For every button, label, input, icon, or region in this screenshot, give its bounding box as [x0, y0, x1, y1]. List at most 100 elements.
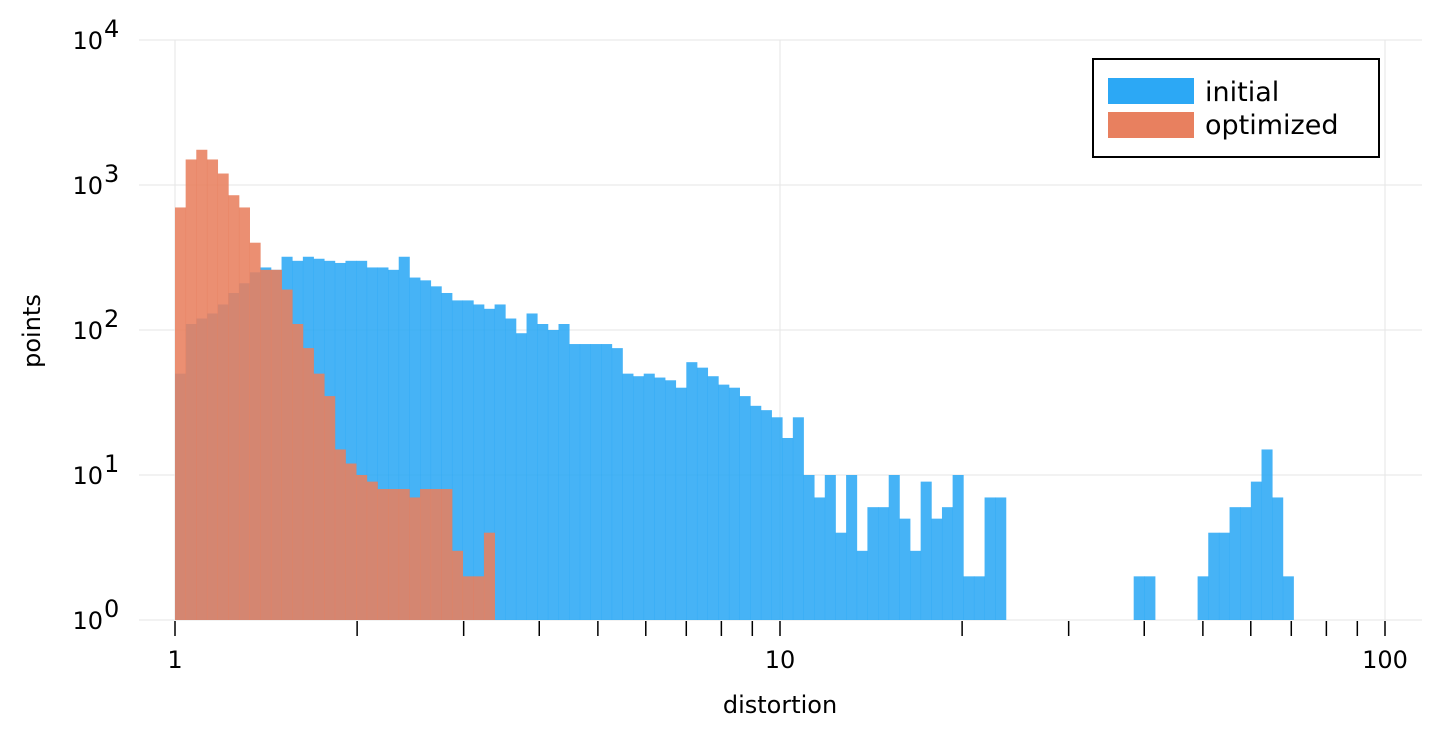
bar-initial — [622, 373, 634, 620]
bar-optimized — [345, 463, 357, 620]
bar-initial — [601, 344, 613, 620]
bar-initial — [430, 286, 442, 620]
bar-initial — [952, 475, 964, 620]
bar-optimized — [377, 489, 389, 620]
bar-optimized — [420, 489, 432, 620]
bar-optimized — [366, 481, 378, 620]
y-tick-exponent: 4 — [104, 15, 119, 43]
bar-initial — [451, 300, 464, 620]
bar-initial — [366, 267, 378, 620]
bar-initial — [814, 497, 826, 620]
bar-optimized — [302, 348, 314, 620]
bar-initial — [941, 507, 954, 620]
bar-optimized — [228, 195, 240, 621]
bar-initial — [1144, 576, 1156, 620]
bar-initial — [707, 376, 719, 620]
bar-optimized — [388, 489, 400, 620]
bar-optimized — [292, 324, 304, 620]
bar-initial — [1218, 532, 1230, 620]
bar-initial — [1250, 481, 1262, 620]
bar-initial — [569, 344, 581, 620]
bar-optimized — [175, 207, 187, 620]
legend-label-optimized: optimized — [1205, 110, 1338, 141]
bar-optimized — [324, 396, 336, 620]
bar-initial — [696, 367, 709, 620]
y-tick-exponent: 1 — [104, 450, 119, 478]
bar-initial — [388, 269, 400, 620]
bar-initial — [356, 260, 368, 620]
bar-initial — [334, 262, 346, 620]
bar-initial — [494, 304, 506, 620]
legend: initial optimized — [1092, 58, 1380, 158]
bar-initial — [824, 475, 836, 620]
bar-initial — [409, 277, 421, 620]
y-tick-exponent: 0 — [104, 595, 119, 623]
bar-initial — [1208, 532, 1220, 620]
bar-initial — [760, 410, 772, 620]
bar-initial — [686, 362, 698, 620]
bar-initial — [771, 417, 783, 620]
x-tick-label: 100 — [1362, 646, 1408, 674]
bar-initial — [878, 507, 890, 620]
x-tick-label: 1 — [167, 646, 182, 674]
bar-initial — [973, 576, 985, 620]
bar-initial — [1240, 507, 1252, 620]
bar-initial — [1282, 576, 1294, 620]
bar-optimized — [185, 159, 197, 620]
legend-label-initial: initial — [1205, 77, 1279, 108]
bar-initial — [1229, 507, 1241, 620]
bar-optimized — [473, 576, 485, 620]
bar-initial — [420, 280, 432, 620]
x-axis-label: distortion — [723, 691, 837, 719]
bar-initial — [920, 481, 932, 620]
bar-initial — [910, 550, 922, 620]
axis-ticks — [174, 621, 1386, 636]
bar-initial — [728, 387, 740, 620]
bar-initial — [867, 507, 879, 620]
bar-optimized — [398, 489, 410, 620]
bar-initial — [675, 387, 687, 620]
y-tick-label: 10 — [72, 27, 103, 55]
bar-initial — [846, 475, 858, 620]
bar-initial — [515, 333, 527, 620]
y-tick-exponent: 2 — [104, 305, 119, 333]
tick-labels: 10 010 110 210 310 41 10 100 — [72, 15, 1407, 674]
legend-swatch-optimized — [1108, 112, 1194, 138]
bar-optimized — [206, 159, 219, 620]
bar-optimized — [462, 576, 474, 620]
legend-swatch-initial — [1108, 78, 1194, 104]
series-optimized-bars — [175, 149, 495, 621]
bar-initial — [558, 324, 570, 620]
legend-box — [1092, 58, 1380, 158]
bar-initial — [654, 377, 666, 620]
bar-initial — [931, 518, 943, 620]
bar-initial — [462, 300, 474, 620]
bar-initial — [1133, 576, 1145, 620]
bar-initial — [590, 344, 602, 620]
bar-initial — [633, 376, 645, 620]
bar-initial — [1197, 576, 1209, 620]
y-tick-label: 10 — [72, 172, 103, 200]
bar-initial — [547, 330, 559, 620]
bar-initial — [899, 518, 911, 620]
bar-initial — [782, 437, 794, 620]
bar-initial — [665, 380, 677, 620]
bar-optimized — [409, 497, 421, 620]
bar-initial — [803, 475, 815, 620]
bar-optimized — [249, 242, 261, 620]
bar-initial — [835, 532, 847, 620]
bar-initial — [718, 384, 730, 620]
bar-optimized — [217, 173, 229, 620]
bar-initial — [1261, 449, 1273, 620]
bar-initial — [505, 318, 517, 620]
bar-initial — [473, 304, 485, 620]
bar-initial — [398, 256, 410, 620]
bar-initial — [995, 497, 1007, 620]
bar-initial — [792, 417, 804, 620]
bar-initial — [750, 405, 762, 620]
bar-optimized — [238, 207, 250, 620]
bar-optimized — [430, 489, 442, 620]
bar-initial — [888, 475, 900, 620]
bar-optimized — [196, 149, 208, 620]
